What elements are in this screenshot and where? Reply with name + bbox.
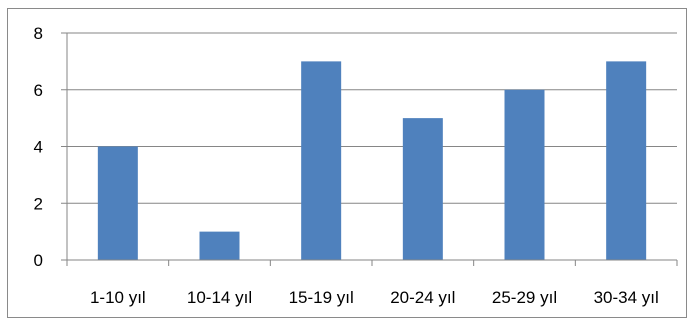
x-tick-label: 25-29 yıl xyxy=(492,288,557,307)
y-tick-labels: 0 2 4 6 8 xyxy=(34,24,43,270)
x-tick-label: 30-34 yıl xyxy=(594,288,659,307)
gridlines xyxy=(67,32,677,204)
x-tick-label: 10-14 yıl xyxy=(187,288,252,307)
y-tick-label: 4 xyxy=(34,138,43,157)
x-tick-label: 1-10 yıl xyxy=(90,288,146,307)
x-tick-label: 20-24 yıl xyxy=(390,288,455,307)
y-tick-label: 0 xyxy=(34,251,43,270)
y-tick-label: 8 xyxy=(34,24,43,43)
x-tick-label: 15-19 yıl xyxy=(289,288,354,307)
y-tick-label: 6 xyxy=(34,81,43,100)
axes xyxy=(61,32,678,266)
x-tick-labels: 1-10 yıl 10-14 yıl 15-19 yıl 20-24 yıl 25-29… xyxy=(90,288,659,307)
bar xyxy=(301,61,342,260)
bar xyxy=(199,231,240,260)
bars xyxy=(97,61,647,260)
bar xyxy=(504,89,545,260)
bar xyxy=(402,118,443,260)
bar xyxy=(606,61,647,260)
bar xyxy=(97,146,138,260)
y-tick-label: 2 xyxy=(34,194,43,213)
